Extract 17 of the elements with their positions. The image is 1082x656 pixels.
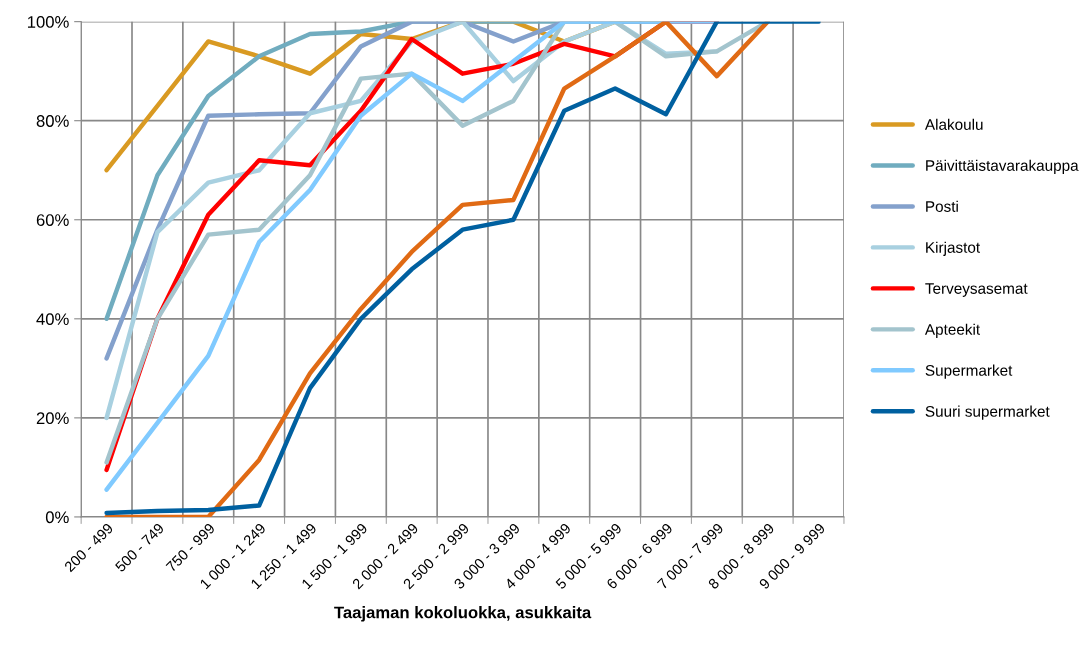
y-tick-label: 0%: [45, 511, 69, 524]
y-tick-label: 40%: [36, 313, 69, 326]
legend-label: Supermarket: [925, 364, 1013, 379]
y-tick-label: 100%: [27, 16, 69, 28]
legend-label: Alakoulu: [924, 118, 983, 130]
y-tick-label: 60%: [36, 214, 69, 226]
legend-label: Päivittäistavarakauppa: [926, 159, 1079, 174]
legend-label: Apteekit: [924, 323, 980, 338]
legend-label: Posti: [926, 200, 958, 212]
legend-label: Kirjastot: [926, 241, 980, 256]
x-tick-label: 200 - 499: [63, 522, 114, 573]
x-tick-label: 500 - 749: [114, 522, 165, 573]
y-tick-label: 20%: [36, 412, 69, 425]
legend-label: Suuri supermarket: [925, 405, 1050, 420]
legend-label: Terveysasemat: [925, 283, 1028, 297]
y-tick-label: 80%: [36, 115, 69, 127]
x-axis-title: Taajaman kokoluokka, asukkaita: [334, 606, 592, 622]
